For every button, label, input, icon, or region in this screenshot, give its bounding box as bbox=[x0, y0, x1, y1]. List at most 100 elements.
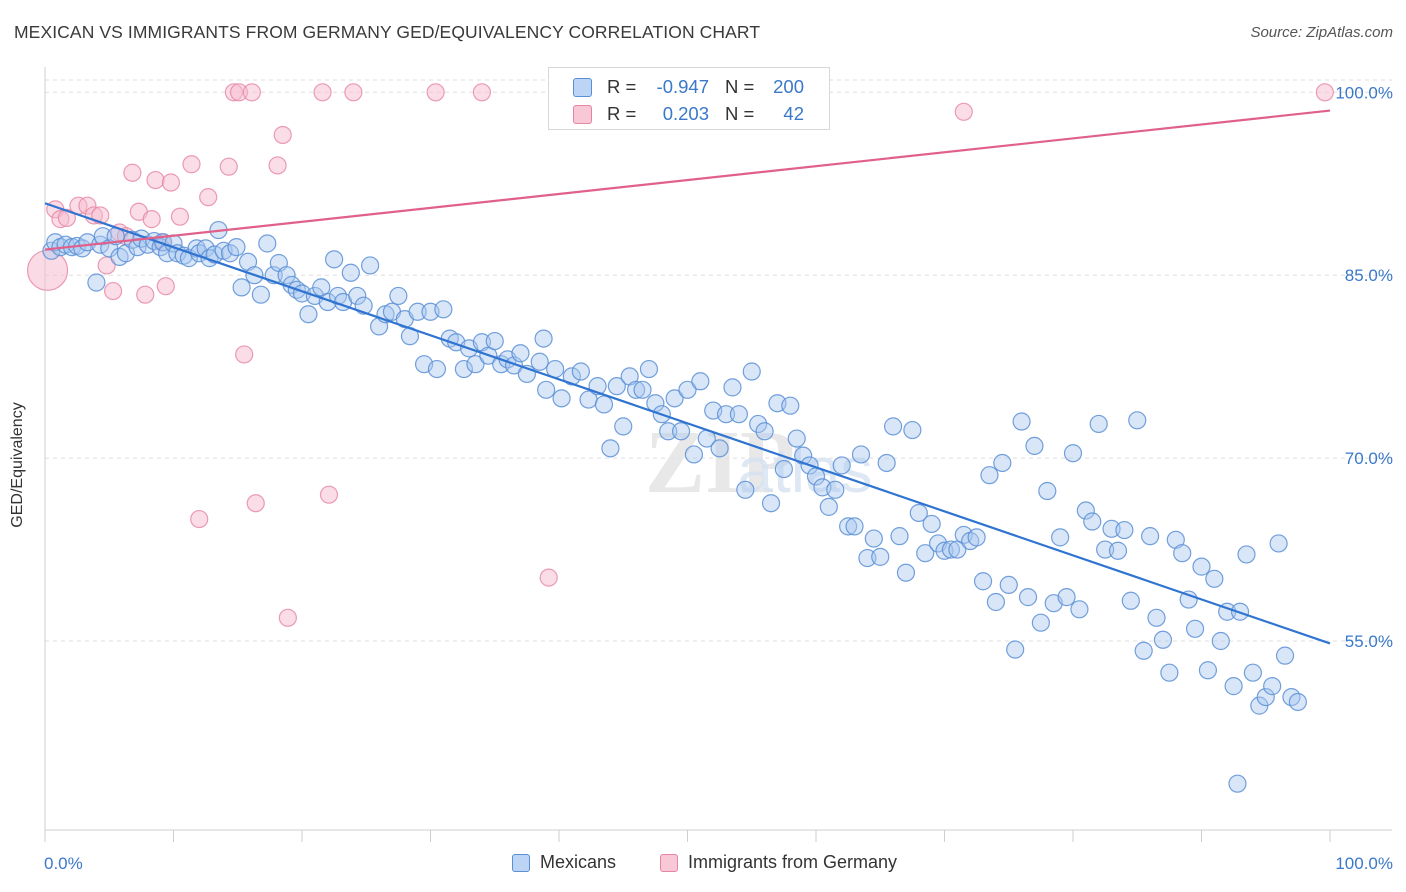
mexicans-point bbox=[749, 414, 768, 434]
mexicans-point bbox=[1160, 663, 1179, 682]
mexicans-point bbox=[864, 529, 883, 548]
mexicans-point bbox=[973, 572, 993, 591]
mexicans-point bbox=[1185, 619, 1205, 638]
mexicans-point bbox=[710, 439, 729, 458]
legend-r-value: 0.203 bbox=[662, 103, 709, 124]
germany-point bbox=[146, 170, 165, 190]
mexicans-point bbox=[466, 355, 485, 374]
mexicans-point bbox=[665, 389, 684, 408]
mexicans-point bbox=[1031, 613, 1050, 632]
mexicans-point bbox=[1243, 663, 1263, 682]
mexicans-trendline bbox=[44, 202, 1331, 645]
legend-n-value: 42 bbox=[783, 103, 804, 124]
mexicans-point bbox=[1128, 411, 1147, 430]
germany-point bbox=[273, 125, 292, 145]
mexicans-point bbox=[1089, 414, 1108, 434]
mexicans-point bbox=[845, 517, 864, 536]
mexicans-point bbox=[1063, 444, 1083, 463]
germany-point bbox=[426, 83, 445, 102]
mexicans-point bbox=[534, 329, 553, 348]
mexicans-point bbox=[1288, 692, 1307, 712]
mexicans-point bbox=[594, 395, 614, 414]
mexicans-point bbox=[1025, 436, 1044, 456]
mexicans-point bbox=[1228, 774, 1247, 793]
mexicans-point bbox=[986, 592, 1006, 612]
germany-point bbox=[278, 608, 297, 627]
legend-label-germany: Immigrants from Germany bbox=[688, 852, 898, 872]
mexicans-point bbox=[1018, 588, 1038, 607]
mexicans-point bbox=[999, 575, 1018, 595]
mexicans-point bbox=[858, 548, 877, 568]
mexicans-point bbox=[877, 453, 896, 473]
mexicans-point bbox=[922, 514, 941, 534]
mexicans-point bbox=[851, 445, 871, 464]
mexicans-point bbox=[454, 359, 474, 379]
mexicans-point bbox=[755, 422, 774, 441]
mexicans-point bbox=[832, 456, 851, 475]
mexicans-point bbox=[883, 417, 903, 436]
mexicans-point bbox=[232, 278, 251, 297]
germany-point bbox=[156, 277, 175, 296]
mexicans-point bbox=[277, 266, 296, 285]
mexicans-point bbox=[1102, 519, 1121, 538]
mexicans-point bbox=[787, 429, 806, 448]
legend-item-mexicans: Mexicans bbox=[512, 852, 616, 873]
mexicans-point bbox=[1237, 545, 1256, 564]
mexicans-point bbox=[601, 439, 620, 458]
germany-point bbox=[104, 281, 123, 301]
mexicans-point bbox=[639, 359, 659, 379]
mexicans-point bbox=[659, 422, 678, 441]
germany-point bbox=[190, 509, 209, 529]
mexicans-point bbox=[684, 445, 704, 464]
mexicans-point bbox=[485, 331, 504, 351]
mexicans-point bbox=[325, 250, 344, 269]
mexicans-point bbox=[614, 417, 633, 436]
mexicans-point bbox=[408, 302, 427, 321]
legend-swatch-germany bbox=[573, 105, 592, 124]
mexicans-point bbox=[87, 273, 106, 292]
mexicans-point bbox=[389, 286, 408, 306]
mexicans-point bbox=[571, 362, 590, 381]
germany-point bbox=[344, 83, 363, 102]
legend-r-value: -0.947 bbox=[656, 76, 709, 97]
mexicans-point bbox=[1134, 641, 1153, 660]
mexicans-point bbox=[1205, 569, 1224, 588]
mexicans-point bbox=[258, 234, 277, 253]
legend-r-label: R = bbox=[607, 103, 637, 124]
mexicans-point bbox=[903, 420, 922, 440]
mexicans-point bbox=[1070, 600, 1089, 619]
tick-labels: 55.0% 70.0% 85.0% 100.0% 0.0% 100.0% bbox=[44, 83, 1393, 873]
mexicans-point bbox=[761, 494, 781, 513]
mexicans-point bbox=[941, 540, 961, 559]
mexicans-point bbox=[826, 480, 845, 499]
mexicans-point bbox=[196, 239, 215, 258]
germany-point bbox=[182, 155, 201, 174]
germany-trendline bbox=[44, 109, 1331, 251]
mexicans-point bbox=[794, 446, 813, 465]
y-tick-label: 70.0% bbox=[1345, 449, 1393, 468]
mexicans-point bbox=[1038, 481, 1057, 501]
mexicans-point bbox=[1083, 512, 1102, 531]
mexicans-point bbox=[729, 405, 749, 424]
mexicans-point bbox=[1179, 590, 1198, 609]
trendlines bbox=[44, 109, 1331, 645]
mexicans-point bbox=[530, 352, 549, 371]
germany-point bbox=[199, 188, 218, 207]
legend-swatch-mexicans bbox=[512, 853, 530, 872]
legend-label-mexicans: Mexicans bbox=[540, 852, 617, 872]
chart-title: MEXICAN VS IMMIGRANTS FROM GERMANY GED/E… bbox=[14, 22, 761, 42]
mexicans-point bbox=[909, 503, 928, 523]
stats-legend: R = -0.947 N = 200 R = 0.203 N = 42 bbox=[548, 67, 830, 130]
mexicans-point bbox=[1263, 677, 1282, 696]
legend-row-germany: R = 0.203 N = 42 bbox=[549, 102, 831, 128]
mexicans-point bbox=[361, 256, 380, 275]
series-germany-points bbox=[26, 83, 1334, 627]
mexicans-point bbox=[774, 459, 793, 479]
germany-point bbox=[123, 163, 142, 182]
mexicans-point bbox=[1211, 631, 1230, 651]
mexicans-point bbox=[819, 497, 838, 516]
legend-n-label: N = bbox=[725, 103, 755, 124]
mexicans-point bbox=[348, 286, 367, 306]
mexicans-point bbox=[1121, 591, 1140, 610]
